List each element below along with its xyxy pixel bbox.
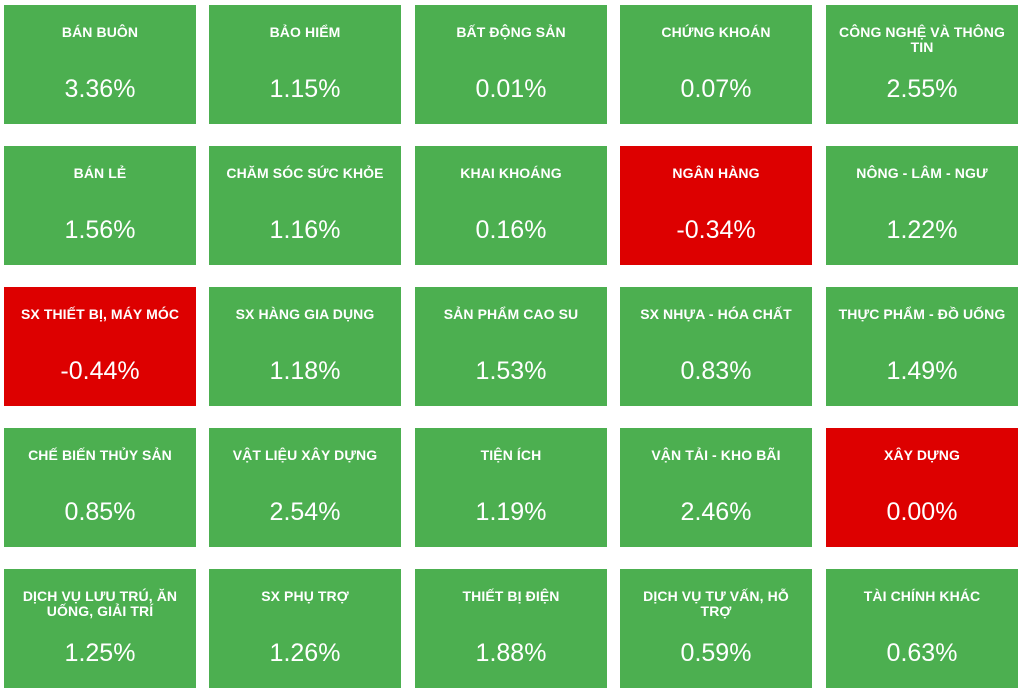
sector-name: SX HÀNG GIA DỤNG [235,306,375,322]
sector-tile[interactable]: SX THIẾT BỊ, MÁY MÓC -0.44% [4,287,196,406]
sector-tile[interactable]: BÁN BUÔN 3.36% [4,5,196,124]
sector-name: BÁN LẺ [73,165,127,181]
sector-change: -0.34% [676,216,756,244]
sector-tile[interactable]: THIẾT BỊ ĐIỆN 1.88% [415,569,607,688]
sector-change: 2.46% [680,498,752,526]
sector-name: NÔNG - LÂM - NGƯ [856,165,988,181]
sector-change: 0.59% [680,639,752,667]
sector-tile[interactable]: TIỆN ÍCH 1.19% [415,428,607,547]
sector-change: 0.63% [886,639,958,667]
sector-name: CHĂM SÓC SỨC KHỎE [226,165,384,181]
sector-name: XÂY DỰNG [884,447,960,463]
sector-name: SX THIẾT BỊ, MÁY MÓC [20,306,180,322]
sector-change: 1.56% [64,216,136,244]
sector-change: 1.16% [269,216,341,244]
sector-name: CÔNG NGHỆ VÀ THÔNG TIN [839,24,1005,55]
sector-name: THỰC PHẨM - ĐỒ UỐNG [838,306,1006,322]
sector-name: BÁN BUÔN [61,24,139,40]
sector-name: SX PHỤ TRỢ [261,588,349,604]
sector-change: 0.85% [64,498,136,526]
sector-tile[interactable]: DỊCH VỤ LƯU TRÚ, ĂN UỐNG, GIẢI TRÍ 1.25% [4,569,196,688]
sector-name: VẬT LIỆU XÂY DỰNG [232,447,378,463]
sector-change: -0.44% [60,357,140,385]
sector-tile[interactable]: TÀI CHÍNH KHÁC 0.63% [826,569,1018,688]
sector-tile[interactable]: VẬN TẢI - KHO BÃI 2.46% [620,428,812,547]
sector-name: DỊCH VỤ LƯU TRÚ, ĂN UỐNG, GIẢI TRÍ [22,588,178,619]
sector-tile[interactable]: NÔNG - LÂM - NGƯ 1.22% [826,146,1018,265]
sector-tile[interactable]: SX NHỰA - HÓA CHẤT 0.83% [620,287,812,406]
sector-name: BẢO HIỂM [269,24,341,40]
sector-name: BẤT ĐỘNG SẢN [456,24,566,40]
sector-tile[interactable]: NGÂN HÀNG -0.34% [620,146,812,265]
sector-name: VẬN TẢI - KHO BÃI [651,447,781,463]
sector-change: 0.01% [475,75,547,103]
sector-name: CHỨNG KHOÁN [661,24,771,40]
sector-change: 1.15% [269,75,341,103]
sector-tile[interactable]: SX PHỤ TRỢ 1.26% [209,569,401,688]
sector-name: KHAI KHOÁNG [460,165,562,181]
sector-tile[interactable]: BẢO HIỂM 1.15% [209,5,401,124]
sector-tile[interactable]: XÂY DỰNG 0.00% [826,428,1018,547]
sector-tile[interactable]: SX HÀNG GIA DỤNG 1.18% [209,287,401,406]
sector-change: 2.55% [886,75,958,103]
sector-tile[interactable]: SẢN PHẨM CAO SU 1.53% [415,287,607,406]
sector-change: 2.54% [269,498,341,526]
sector-change: 1.26% [269,639,341,667]
sector-change: 1.19% [475,498,547,526]
sector-tile[interactable]: CHỨNG KHOÁN 0.07% [620,5,812,124]
sector-name: NGÂN HÀNG [672,165,760,181]
sector-name: SX NHỰA - HÓA CHẤT [640,306,792,322]
sector-name: DỊCH VỤ TƯ VẤN, HỖ TRỢ [643,588,789,619]
sector-change: 0.07% [680,75,752,103]
sector-change: 1.18% [269,357,341,385]
sector-change: 1.22% [886,216,958,244]
sector-tile[interactable]: BÁN LẺ 1.56% [4,146,196,265]
sector-name: TÀI CHÍNH KHÁC [863,588,981,604]
sector-tile[interactable]: BẤT ĐỘNG SẢN 0.01% [415,5,607,124]
sector-tile[interactable]: CHĂM SÓC SỨC KHỎE 1.16% [209,146,401,265]
sector-change: 1.88% [475,639,547,667]
sector-name: CHẾ BIẾN THỦY SẢN [28,447,172,463]
sector-name: SẢN PHẨM CAO SU [443,306,579,322]
sector-change: 0.16% [475,216,547,244]
sector-tile[interactable]: VẬT LIỆU XÂY DỰNG 2.54% [209,428,401,547]
sector-name: THIẾT BỊ ĐIỆN [462,588,560,604]
sector-change: 1.25% [64,639,136,667]
sector-change: 3.36% [64,75,136,103]
sector-tile[interactable]: CHẾ BIẾN THỦY SẢN 0.85% [4,428,196,547]
sector-change: 0.83% [680,357,752,385]
sector-tile[interactable]: THỰC PHẨM - ĐỒ UỐNG 1.49% [826,287,1018,406]
sector-change: 1.53% [475,357,547,385]
sector-change: 1.49% [886,357,958,385]
sector-tile[interactable]: CÔNG NGHỆ VÀ THÔNG TIN 2.55% [826,5,1018,124]
sector-tile[interactable]: DỊCH VỤ TƯ VẤN, HỖ TRỢ 0.59% [620,569,812,688]
sector-tile[interactable]: KHAI KHOÁNG 0.16% [415,146,607,265]
sector-name: TIỆN ÍCH [480,447,542,463]
sector-change: 0.00% [886,498,958,526]
